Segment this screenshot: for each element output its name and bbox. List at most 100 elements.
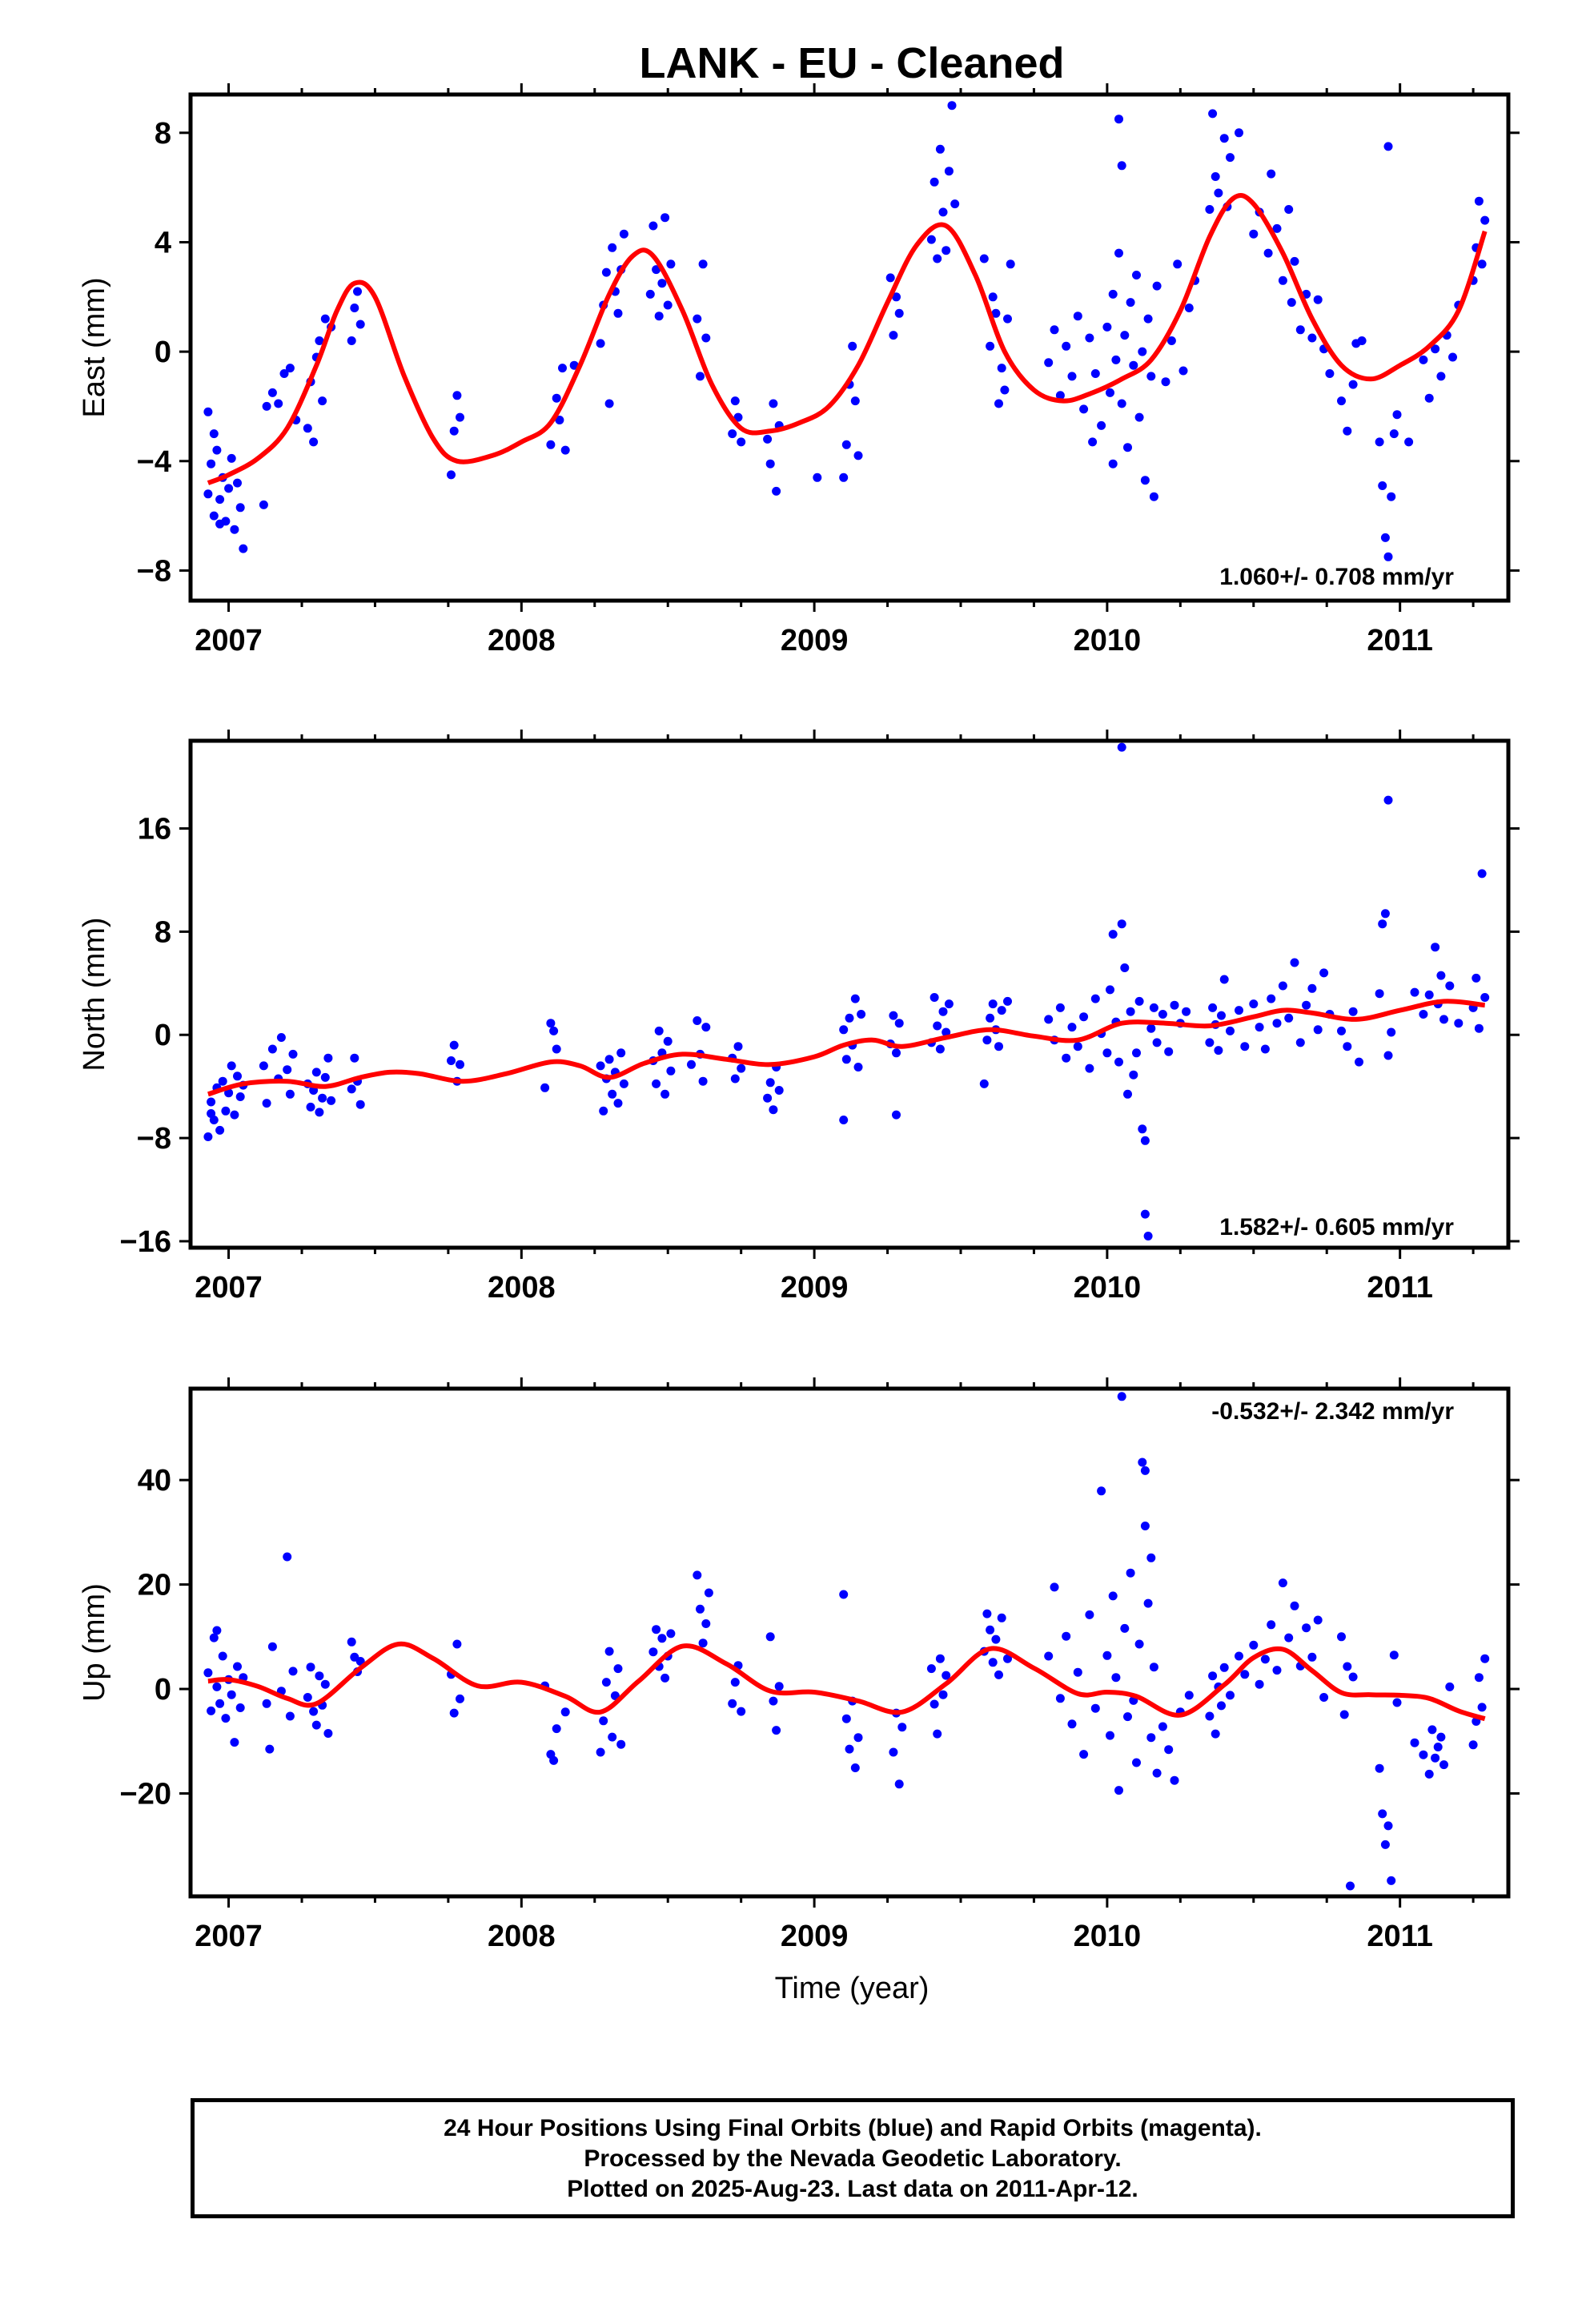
up-data-point: [1138, 1458, 1147, 1467]
east-data-point: [1108, 289, 1118, 299]
north-data-point: [1424, 990, 1434, 999]
north-data-point: [267, 1044, 277, 1054]
east-data-point: [1079, 404, 1089, 414]
up-data-point: [1249, 1640, 1259, 1650]
east-data-point: [1211, 172, 1220, 181]
east-data-point: [1006, 259, 1015, 269]
north-data-point: [276, 1033, 286, 1042]
up-data-point: [1477, 1703, 1487, 1712]
north-fit-line: [207, 999, 1486, 1097]
north-data-point: [320, 1072, 330, 1082]
up-data-point: [894, 1779, 904, 1789]
east-data-point: [546, 440, 556, 449]
up-data-point: [1055, 1694, 1065, 1703]
up-data-point: [616, 1739, 626, 1749]
north-data-point: [997, 1006, 1006, 1015]
east-data-point: [1173, 259, 1182, 269]
north-data-point: [889, 1011, 898, 1020]
north-data-point: [613, 1099, 623, 1108]
east-data-point: [663, 300, 673, 310]
east-data-point: [1307, 333, 1317, 343]
north-data-point: [1445, 981, 1455, 991]
up-data-point: [1097, 1486, 1106, 1496]
east-data-point: [696, 372, 705, 381]
east-data-point: [1477, 259, 1487, 269]
up-data-point: [1226, 1691, 1235, 1700]
up-data-point: [1140, 1466, 1150, 1475]
east-data-point: [850, 396, 860, 406]
north-data-point: [1419, 1010, 1428, 1019]
north-data-point: [1140, 1209, 1150, 1219]
up-data-point: [1152, 1768, 1162, 1778]
up-data-point: [1108, 1591, 1118, 1601]
east-data-point: [209, 511, 219, 521]
up-data-point: [1164, 1745, 1174, 1755]
east-data-point: [227, 453, 236, 463]
up-data-point: [1143, 1598, 1153, 1608]
east-data-point: [1325, 369, 1335, 378]
up-data-point: [698, 1638, 708, 1648]
north-data-point: [227, 1061, 236, 1071]
up-data-point: [549, 1755, 559, 1765]
north-data-point: [1079, 1012, 1089, 1022]
east-data-point: [1419, 355, 1428, 364]
north-data-point: [233, 1072, 242, 1081]
north-data-point: [994, 1042, 1003, 1051]
north-data-point: [1477, 869, 1487, 879]
east-data-point: [737, 437, 746, 447]
east-data-point: [889, 331, 898, 340]
east-data-point: [449, 426, 459, 436]
up-data-point: [841, 1714, 851, 1723]
east-data-point: [885, 273, 895, 283]
east-data-point: [315, 336, 324, 345]
north-data-point: [1158, 1010, 1167, 1019]
north-data-point: [203, 1132, 213, 1141]
up-data-point: [613, 1664, 623, 1674]
north-data-point: [930, 993, 939, 1002]
east-data-point: [839, 472, 849, 482]
up-data-point: [772, 1726, 781, 1735]
up-data-point: [988, 1658, 998, 1667]
north-data-point: [938, 1007, 948, 1016]
east-data-point: [763, 434, 773, 444]
up-data-point: [1284, 1633, 1294, 1642]
up-data-point: [218, 1651, 227, 1661]
up-data-point: [449, 1708, 459, 1718]
up-data-point: [347, 1637, 356, 1647]
east-data-point: [1143, 314, 1153, 324]
north-data-point: [315, 1108, 324, 1117]
east-data-point: [701, 333, 711, 343]
up-data-point: [1219, 1663, 1229, 1672]
up-x-tick-label: 2009: [781, 1920, 849, 1953]
up-data-point: [233, 1662, 242, 1671]
up-data-point: [608, 1732, 617, 1742]
north-data-point: [1260, 1044, 1270, 1054]
up-data-point: [306, 1663, 315, 1672]
up-data-point: [1319, 1693, 1329, 1702]
north-data-point: [1472, 973, 1481, 983]
north-data-point: [737, 1063, 746, 1073]
east-data-point: [938, 207, 948, 217]
east-data-point: [1226, 153, 1235, 163]
east-data-point: [772, 486, 781, 496]
east-data-point: [303, 424, 312, 433]
up-data-point: [942, 1671, 951, 1680]
north-data-point: [1217, 1011, 1226, 1020]
north-data-point: [1255, 1023, 1264, 1032]
north-data-point: [1383, 795, 1393, 805]
north-rate-label: 1.582+/- 0.605 mm/yr: [1219, 1214, 1454, 1240]
north-data-point: [552, 1044, 561, 1054]
east-data-point: [1313, 295, 1323, 304]
east-data-point: [1375, 437, 1384, 447]
north-data-point: [540, 1083, 550, 1092]
east-data-point: [285, 364, 295, 373]
north-data-point: [1378, 919, 1387, 929]
north-data-point: [1143, 1232, 1153, 1240]
up-data-point: [1111, 1673, 1121, 1683]
north-data-point: [1182, 1007, 1191, 1016]
east-y-tick-label: −8: [137, 554, 171, 588]
up-data-point: [1132, 1758, 1141, 1767]
north-data-point: [1375, 989, 1384, 999]
east-data-point: [1123, 443, 1132, 452]
north-data-point: [1152, 1038, 1162, 1047]
